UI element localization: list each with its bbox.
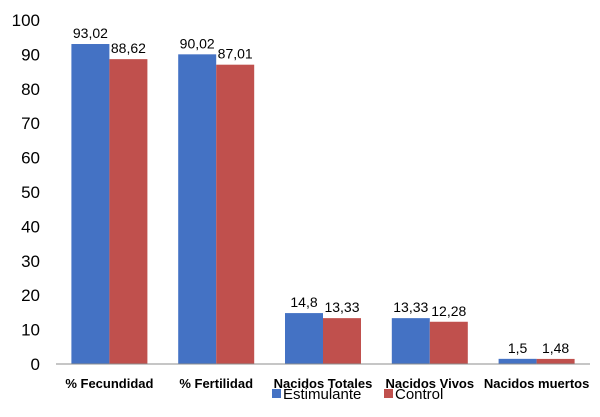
data-label: 1,48 bbox=[542, 340, 569, 356]
y-tick-label: 10 bbox=[21, 321, 40, 340]
y-axis: 0 10 20 30 40 50 60 70 80 90 100 bbox=[12, 11, 40, 374]
x-tick-label-line: Nacidos Vivos bbox=[385, 376, 474, 391]
y-tick-label: 70 bbox=[21, 114, 40, 133]
bar bbox=[429, 321, 468, 364]
bar bbox=[498, 358, 537, 364]
bar bbox=[391, 318, 430, 364]
data-label: 88,62 bbox=[111, 40, 146, 56]
x-axis: % Fecundidad % Fertilidad Nacidos Totales N… bbox=[56, 363, 590, 391]
legend-swatch bbox=[272, 389, 281, 398]
legend: Estimulante Control bbox=[272, 386, 443, 403]
bar bbox=[71, 44, 110, 364]
y-tick-label: 40 bbox=[21, 217, 40, 236]
y-tick-label: 60 bbox=[21, 149, 40, 168]
bar bbox=[536, 358, 575, 364]
data-label: 13,33 bbox=[393, 299, 428, 315]
bar bbox=[285, 313, 323, 364]
bar bbox=[216, 64, 255, 364]
x-tick-label-line: % Fecundidad bbox=[65, 376, 153, 391]
x-tick-label: % Fecundidad bbox=[65, 376, 153, 391]
y-tick-label: 90 bbox=[21, 45, 40, 64]
legend-label: Control bbox=[395, 386, 443, 403]
bar bbox=[109, 59, 148, 364]
legend-label: Estimulante bbox=[283, 386, 361, 403]
y-tick-label: 80 bbox=[21, 80, 40, 99]
y-tick-label: 100 bbox=[12, 11, 40, 30]
data-label: 12,28 bbox=[431, 303, 466, 319]
x-tick-label: Nacidos muertos bbox=[484, 376, 589, 391]
data-label: 13,33 bbox=[324, 299, 359, 315]
legend-swatch bbox=[384, 389, 393, 398]
data-label: 93,02 bbox=[73, 25, 108, 41]
bar bbox=[178, 54, 217, 364]
y-tick-label: 20 bbox=[21, 286, 40, 305]
y-tick-label: 0 bbox=[31, 355, 40, 374]
x-tick-label-line: Nacidos muertos bbox=[484, 376, 589, 391]
data-label: 87,01 bbox=[218, 46, 253, 62]
x-tick-label: % Fertilidad bbox=[179, 376, 253, 391]
y-tick-label: 50 bbox=[21, 183, 40, 202]
x-tick-label: Nacidos Totales bbox=[274, 376, 373, 391]
bars bbox=[71, 44, 575, 364]
x-tick-label-line: Nacidos Totales bbox=[274, 376, 373, 391]
x-tick-label: Nacidos Vivos bbox=[385, 376, 474, 391]
data-label: 1,5 bbox=[508, 340, 528, 356]
data-label: 14,8 bbox=[290, 294, 317, 310]
y-tick-label: 30 bbox=[21, 252, 40, 271]
bar bbox=[323, 318, 361, 364]
data-label: 90,02 bbox=[180, 35, 215, 51]
x-tick-label-line: % Fertilidad bbox=[179, 376, 253, 391]
